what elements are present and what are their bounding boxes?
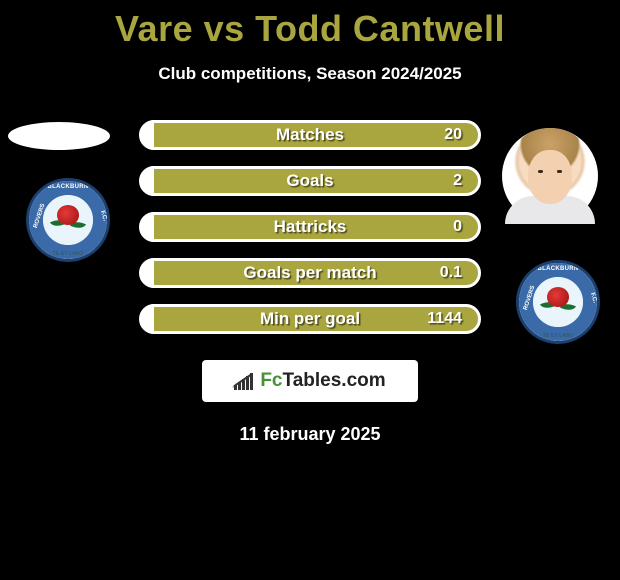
stat-value-right: 1144 (427, 310, 462, 328)
rose-icon (541, 285, 575, 319)
player-left-avatar (8, 122, 110, 150)
stat-row-goals: Goals 2 (139, 166, 481, 196)
badge-text: BLACKBURN (29, 184, 107, 190)
brand-prefix: Fc (260, 370, 282, 391)
stat-value-right: 0.1 (440, 264, 462, 282)
page-title: Vare vs Todd Cantwell (0, 0, 620, 50)
player-right-avatar (502, 128, 598, 224)
subtitle: Club competitions, Season 2024/2025 (0, 64, 620, 84)
player-right-club-badge: BLACKBURN ROVERS F.C. TE ET LABO (516, 260, 600, 344)
stat-value-right: 20 (444, 126, 462, 144)
stat-row-goals-per-match: Goals per match 0.1 (139, 258, 481, 288)
stat-label: Hattricks (274, 217, 347, 237)
stat-row-hattricks: Hattricks 0 (139, 212, 481, 242)
stat-row-min-per-goal: Min per goal 1144 (139, 304, 481, 334)
badge-text: TE ET LABO (519, 333, 597, 339)
stat-label: Goals per match (243, 263, 376, 283)
badge-text: BLACKBURN (519, 266, 597, 272)
brand-text: FcTables.com (260, 370, 385, 392)
rose-icon (51, 203, 85, 237)
brand-box[interactable]: FcTables.com (202, 360, 418, 402)
stats-container: Matches 20 Goals 2 Hattricks 0 Goals per… (139, 120, 481, 334)
badge-text: TE ET LABO (29, 251, 107, 257)
brand-suffix: Tables.com (283, 370, 386, 391)
player-left-club-badge: BLACKBURN ROVERS F.C. TE ET LABO (26, 178, 110, 262)
stat-label: Goals (286, 171, 333, 191)
date-label: 11 february 2025 (0, 424, 620, 445)
stat-label: Matches (276, 125, 344, 145)
stat-label: Min per goal (260, 309, 360, 329)
stat-value-right: 0 (453, 218, 462, 236)
brand-chart-icon (234, 372, 256, 390)
stat-value-right: 2 (453, 172, 462, 190)
stat-row-matches: Matches 20 (139, 120, 481, 150)
